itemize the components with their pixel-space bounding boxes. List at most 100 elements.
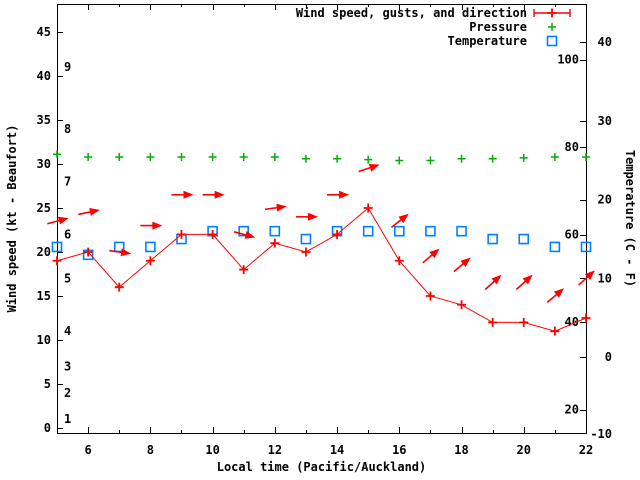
celsius-tick-label: 10 <box>598 271 612 285</box>
wind-direction-arrow <box>578 270 595 286</box>
wind-direction-arrow <box>422 248 440 264</box>
legend: Wind speed, gusts, and directionPressure… <box>296 6 571 48</box>
legend-label: Temperature <box>448 34 527 48</box>
arrow-head-icon <box>398 213 409 224</box>
legend-square-icon <box>546 35 558 47</box>
wind-direction-arrow <box>264 203 287 212</box>
arrow-head-icon <box>460 257 471 267</box>
wind-direction-arrow <box>546 288 565 304</box>
wind-speed-point <box>301 247 311 257</box>
wind-speed-point <box>363 203 373 213</box>
beaufort-label: 4 <box>64 324 71 338</box>
fahrenheit-tick-label: 80 <box>565 140 579 154</box>
kt-tick-label: 0 <box>44 421 51 435</box>
kt-tick-label: 5 <box>44 377 51 391</box>
y-right-axis-title: Temperature (C - F) <box>623 150 637 287</box>
arrow-head-icon <box>89 208 100 216</box>
beaufort-label: 5 <box>64 271 71 285</box>
celsius-tick-label: -10 <box>590 427 612 441</box>
wind-direction-arrow <box>390 213 409 228</box>
pressure-point <box>582 152 590 161</box>
arrow-head-icon <box>120 248 132 257</box>
wind-speed-point <box>581 313 591 323</box>
pressure-point <box>301 154 310 163</box>
kt-tick-label: 30 <box>37 157 51 171</box>
fahrenheit-tick-label: 100 <box>557 53 579 67</box>
arrow-head-icon <box>214 190 225 199</box>
wind-series <box>52 203 591 336</box>
arrow-head-icon <box>584 270 595 281</box>
wind-speed-point <box>550 326 560 336</box>
arrow-head-icon <box>339 190 350 199</box>
wind-speed-point <box>457 300 467 310</box>
arrow-head-icon <box>429 248 440 259</box>
legend-errorbar-icon <box>533 8 571 18</box>
kt-tick-label: 20 <box>37 245 51 259</box>
wind-direction-arrow <box>484 274 502 291</box>
beaufort-label: 9 <box>64 60 71 74</box>
y-left-axis-title: Wind speed (kt - Beaufort) <box>5 125 19 313</box>
temperature-point <box>518 233 530 245</box>
celsius-tick-label: 20 <box>598 193 612 207</box>
wind-direction-arrow <box>233 231 256 239</box>
arrow-head-icon <box>276 203 287 212</box>
wind-speed-point <box>488 317 498 327</box>
arrow-head-icon <box>244 231 256 239</box>
wind-direction-arrow <box>78 208 100 216</box>
wind-speed-point <box>425 291 435 301</box>
temperature-point <box>238 225 250 237</box>
wind-direction-arrow <box>358 163 380 173</box>
kt-tick-label: 35 <box>37 113 51 127</box>
wind-direction-arrow <box>295 212 318 221</box>
wind-direction-arrow <box>109 248 132 257</box>
beaufort-label: 8 <box>64 122 71 136</box>
x-tick-label: 20 <box>517 443 531 457</box>
temperature-point <box>549 241 561 253</box>
pressure-point <box>550 152 559 161</box>
wind-speed-point <box>83 247 93 257</box>
x-tick-label: 14 <box>330 443 344 457</box>
wind-direction-arrow <box>515 274 533 291</box>
temperature-point <box>425 225 436 237</box>
arrow-head-icon <box>553 288 565 298</box>
celsius-tick-label: 0 <box>605 350 612 364</box>
legend-pressure-plus-icon <box>548 23 556 31</box>
legend-plus-icon <box>547 8 557 18</box>
wind-speed-point <box>208 229 218 239</box>
plot-border <box>57 4 587 434</box>
pressure-point <box>333 154 342 163</box>
legend-label: Wind speed, gusts, and direction <box>296 6 527 20</box>
beaufort-label: 2 <box>64 386 71 400</box>
fahrenheit-tick-label: 20 <box>565 403 579 417</box>
x-tick-label: 6 <box>85 443 92 457</box>
wind-speed-point <box>394 256 404 266</box>
x-tick-label: 18 <box>454 443 468 457</box>
temperature-point <box>393 225 405 237</box>
x-axis-title: Local time (Pacific/Auckland) <box>217 460 427 474</box>
fahrenheit-tick-label: 60 <box>565 228 579 242</box>
arrow-head-icon <box>183 190 194 199</box>
wind-speed-point <box>239 265 249 275</box>
x-tick-label: 12 <box>268 443 282 457</box>
wind-gust-arrows <box>47 163 595 304</box>
pressure-point <box>457 154 466 163</box>
wind-direction-arrow <box>47 216 69 225</box>
arrow-head-icon <box>368 163 380 172</box>
arrow-head-icon <box>57 216 69 225</box>
kt-tick-label: 45 <box>37 25 51 39</box>
pressure-point <box>426 156 435 165</box>
pressure-point <box>115 152 124 161</box>
wind-direction-arrow <box>171 190 194 199</box>
pressure-point <box>208 152 217 161</box>
kt-tick-label: 15 <box>37 289 51 303</box>
pressure-point <box>395 156 404 165</box>
wind-direction-arrow <box>327 190 350 199</box>
kt-tick-label: 10 <box>37 333 51 347</box>
pressure-point <box>53 150 61 159</box>
temperature-point <box>269 225 281 237</box>
pressure-point <box>177 152 186 161</box>
